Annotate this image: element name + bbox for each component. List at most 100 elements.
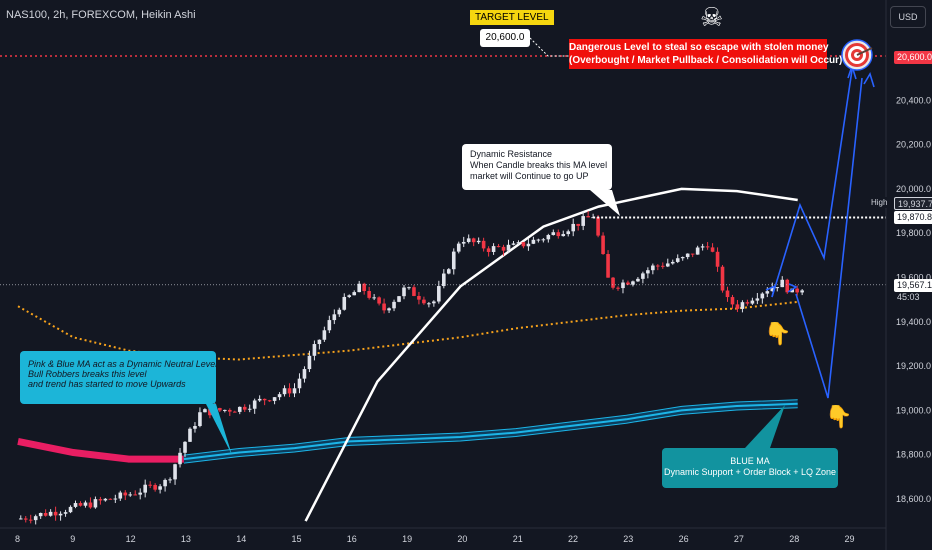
candle-body — [267, 400, 272, 402]
candle-body — [471, 238, 476, 243]
price-axis[interactable]: 18,600.0 18,800.0 19,000.0 19,200.0 19,400.0… — [885, 0, 931, 550]
candle-body — [586, 216, 590, 218]
candle-body — [700, 246, 705, 248]
currency-button[interactable]: USD — [890, 6, 926, 28]
candle-body — [780, 279, 785, 288]
blue-ma-note: BLUE MA Dynamic Support + Order Block + … — [662, 448, 838, 488]
candle-body — [153, 484, 157, 490]
candle-body — [641, 273, 645, 279]
candle-body — [262, 398, 267, 401]
resistance-note-line: Dynamic Resistance — [470, 149, 553, 159]
time-axis[interactable]: 8 9 12 13 14 15 16 19 20 21 22 23 26 27 28 29 — [0, 527, 886, 544]
projection-arrowhead — [787, 283, 798, 293]
y-tick-label: 20,200.0 — [896, 140, 931, 150]
candle-body — [675, 258, 680, 262]
bullseye-dart — [856, 47, 873, 56]
candle-body — [456, 243, 461, 252]
candle-body — [203, 409, 207, 413]
candle-body — [795, 288, 799, 293]
neutral-level-note: Pink & Blue MA act as a Dynamic Neutral … — [20, 351, 218, 404]
candle-body — [402, 287, 406, 297]
candle-body — [695, 247, 700, 255]
candle-body — [735, 304, 740, 309]
candle-body — [670, 261, 675, 264]
candle-body — [631, 281, 635, 285]
x-tick-label: 28 — [789, 534, 799, 544]
resistance-price-tag: 19,870.8 — [894, 211, 932, 224]
candle-body — [63, 512, 68, 514]
candle-body — [53, 511, 58, 516]
resistance-note-line: When Candle breaks this MA level — [470, 160, 608, 170]
candle-body — [43, 512, 48, 516]
candle-body — [237, 406, 242, 412]
candle-body — [78, 503, 83, 506]
candle-body — [148, 484, 152, 486]
candle-body — [790, 288, 794, 293]
candle-body — [680, 257, 685, 259]
candle-body — [392, 301, 396, 309]
candle-body — [83, 502, 88, 506]
candle-body — [18, 518, 23, 520]
danger-note-line: Dangerous Level to steal so escape with … — [569, 42, 829, 53]
candle-body — [277, 394, 282, 398]
candle-body — [690, 253, 695, 255]
candle-body — [660, 265, 665, 267]
projection-arrowhead — [863, 72, 875, 88]
candle-body — [442, 273, 446, 287]
candle-body — [526, 243, 531, 247]
candle-body — [710, 247, 715, 252]
candle-body — [347, 295, 352, 297]
candle-body — [168, 479, 172, 481]
candle-body — [387, 308, 391, 311]
candle-body — [367, 290, 371, 298]
candle-body — [775, 287, 780, 289]
pink-ma-line — [17, 437, 184, 463]
candle-body — [98, 499, 103, 501]
candle-body — [282, 388, 287, 395]
candle-body — [337, 309, 342, 315]
bar-countdown: 45:03 — [897, 292, 920, 302]
candle-body — [427, 303, 431, 305]
candle-body — [566, 231, 571, 235]
candle-body — [481, 240, 486, 249]
candle-body — [158, 486, 162, 490]
high-price-tag: 19,937.7 — [894, 197, 932, 210]
blue-ma-note-line: Dynamic Support + Order Block + LQ Zone — [663, 467, 837, 477]
candle-body — [247, 408, 252, 410]
candle-body — [88, 502, 93, 508]
candle-body — [68, 506, 73, 513]
y-tick-label: 20,000.0 — [896, 184, 931, 194]
x-tick-label: 19 — [402, 534, 412, 544]
candle-body — [143, 484, 147, 493]
resistance-note-line: market will Continue to go UP — [470, 171, 589, 181]
y-tick-label: 19,800.0 — [896, 228, 931, 238]
candle-body — [287, 388, 292, 394]
x-tick-label: 15 — [292, 534, 302, 544]
candle-body — [491, 246, 496, 252]
candle-body — [332, 314, 337, 321]
skull-crossbones-icon: ☠ — [700, 2, 724, 32]
candle-body — [646, 270, 650, 274]
candle-body — [257, 398, 262, 401]
neutral-note-line: Pink & Blue MA act as a Dynamic Neutral … — [28, 359, 218, 369]
moving-average-layer — [17, 187, 798, 522]
price-levels-layer — [0, 37, 886, 455]
blue-ma-note-pointer — [745, 405, 785, 448]
candle-body — [317, 339, 322, 345]
projection-path-up — [771, 69, 853, 298]
candle-body — [417, 295, 421, 300]
x-tick-label: 26 — [679, 534, 689, 544]
danger-note-line: (Overbought / Market Pullback / Consolid… — [569, 55, 843, 66]
candle-body — [740, 302, 745, 309]
candle-body — [178, 452, 182, 465]
candle-body — [307, 355, 312, 370]
candle-body — [616, 287, 620, 289]
candle-body — [576, 223, 580, 226]
candle-body — [432, 301, 436, 304]
candle-body — [521, 242, 526, 247]
candle-body — [113, 498, 118, 500]
high-label: High — [868, 197, 891, 208]
y-tick-label: 19,200.0 — [896, 361, 931, 371]
white-ma-line — [304, 187, 798, 522]
